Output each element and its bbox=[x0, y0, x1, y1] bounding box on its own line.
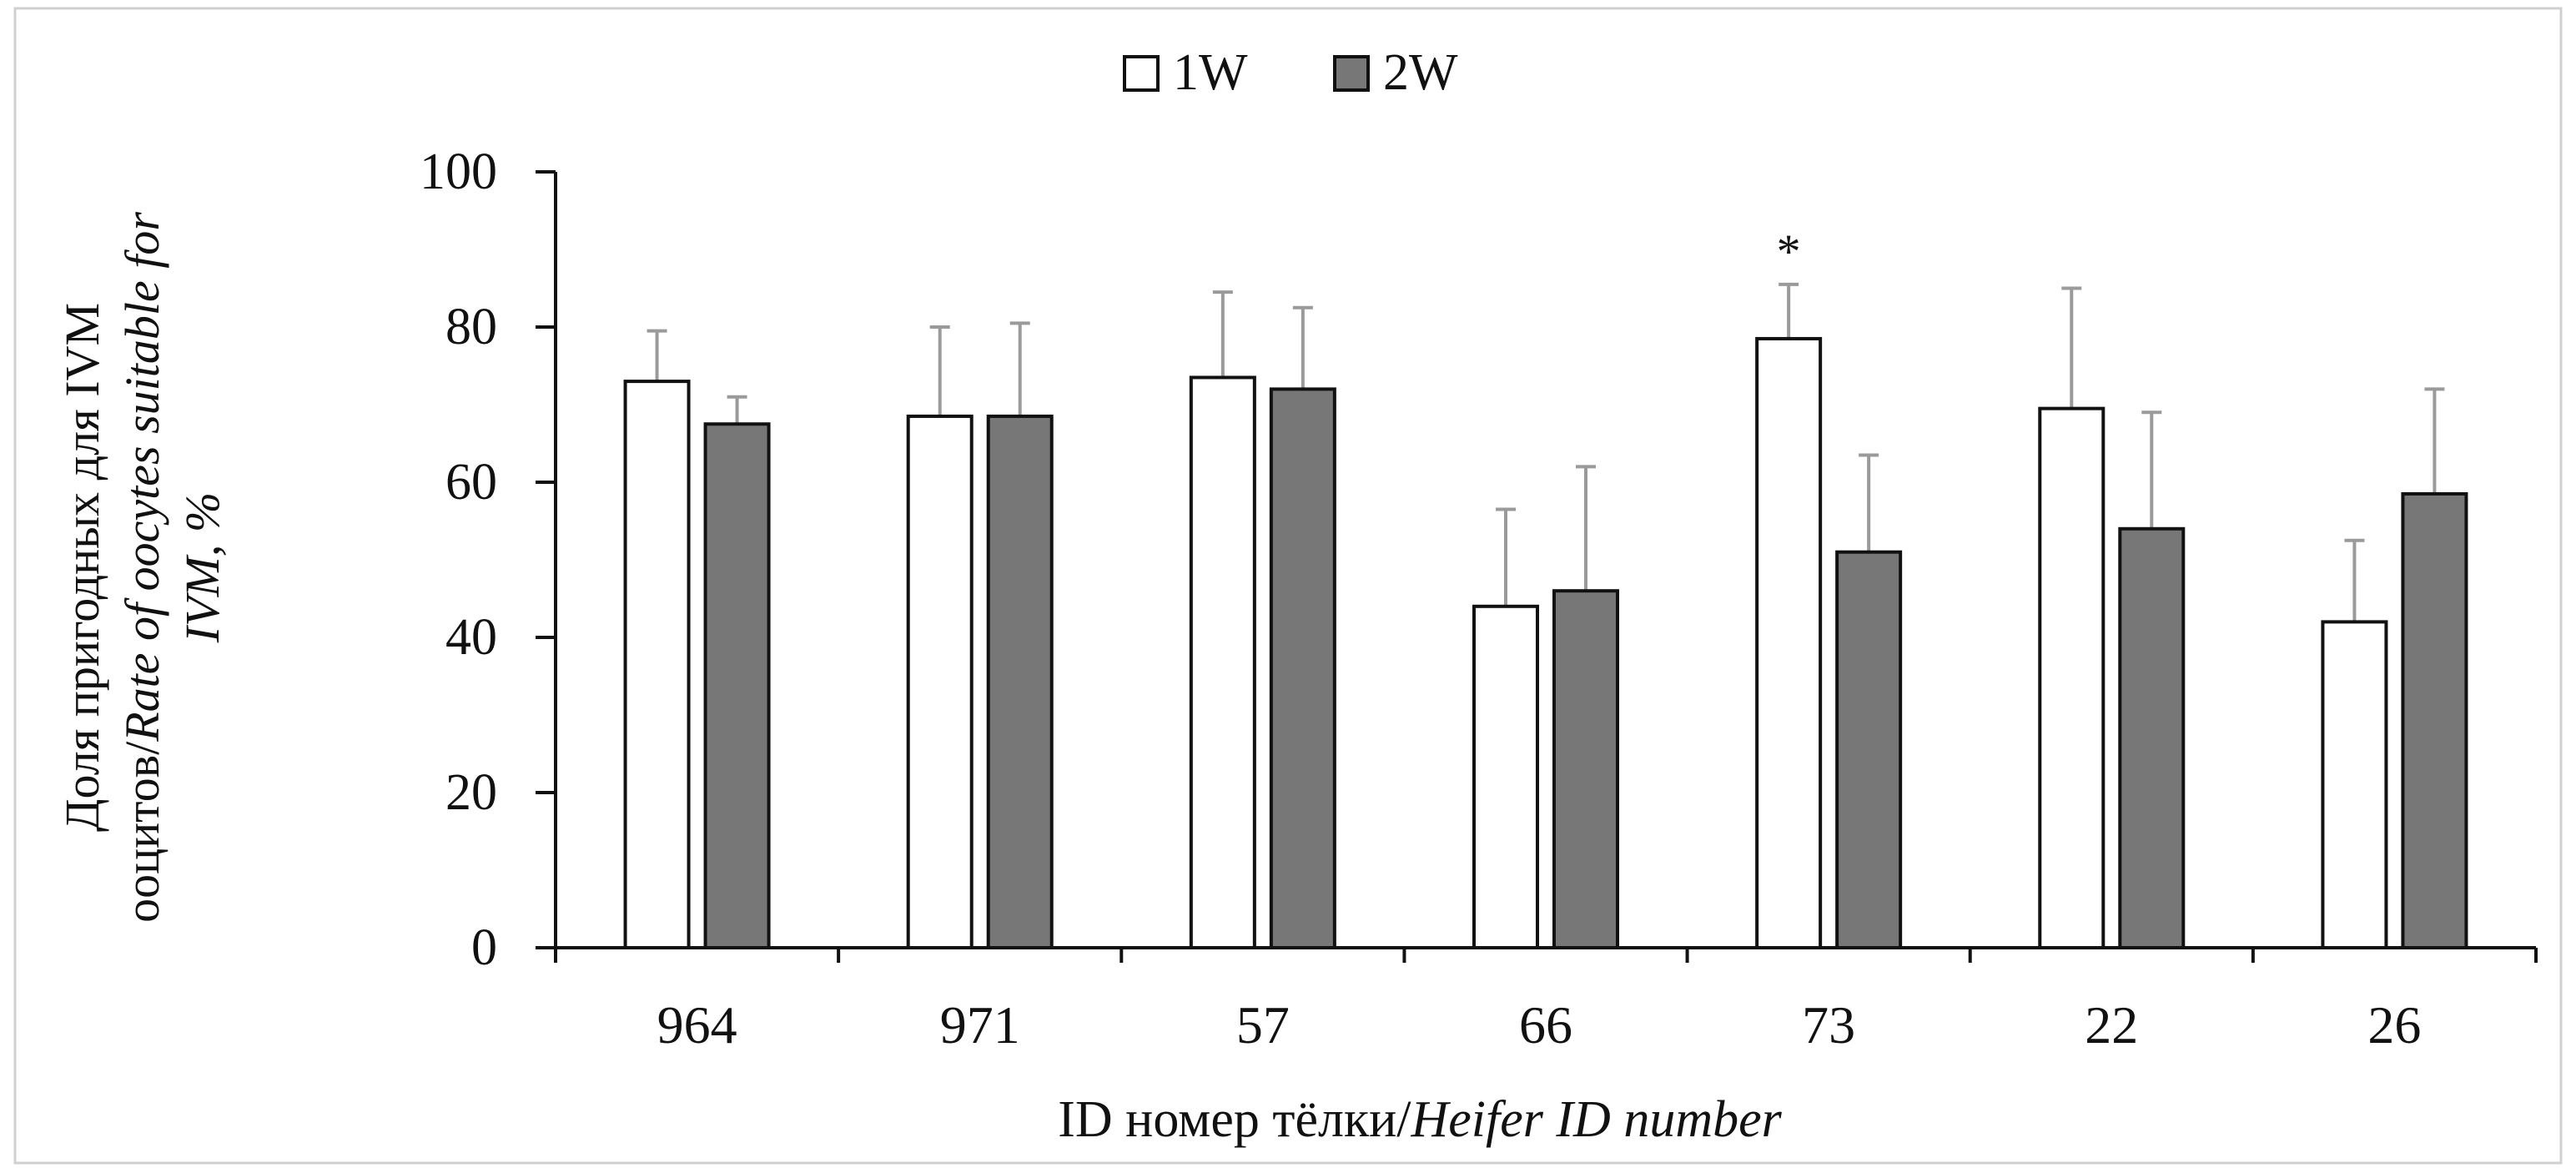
bar bbox=[906, 414, 974, 949]
annotations: * bbox=[1777, 224, 1801, 279]
x-axis-title: ID номер тёлки/Heifer ID number bbox=[1058, 1091, 1782, 1148]
bar bbox=[1472, 604, 1539, 949]
bar bbox=[986, 414, 1054, 949]
bar bbox=[623, 380, 691, 950]
bar bbox=[2118, 526, 2186, 949]
bar bbox=[1189, 375, 1256, 949]
bar bbox=[2401, 491, 2468, 949]
x-tick-labels: 964 971 57 66 73 22 26 bbox=[657, 995, 2422, 1055]
bar bbox=[1269, 387, 1336, 949]
bar bbox=[1755, 336, 1823, 949]
x-tick-label: 964 bbox=[657, 995, 737, 1055]
y-axis-title: Доля пригодных для IVM ооцитов/Rate of o… bbox=[55, 212, 229, 923]
y-axis-title-line1: Доля пригодных для IVM bbox=[55, 303, 109, 832]
x-tick-label: 73 bbox=[1802, 995, 1855, 1055]
y-tick-label: 0 bbox=[471, 919, 497, 976]
legend: 1W 2W bbox=[1123, 44, 1458, 101]
x-tick-label: 66 bbox=[1519, 995, 1572, 1055]
y-axis-title-line2-plain: ооцитов/ bbox=[115, 741, 169, 923]
bar bbox=[1835, 550, 1903, 949]
x-tick-label: 57 bbox=[1236, 995, 1290, 1055]
x-axis-title-italic: Heifer ID number bbox=[1411, 1091, 1783, 1148]
bar bbox=[2038, 406, 2106, 949]
bars bbox=[623, 282, 2468, 950]
x-tick-label: 971 bbox=[940, 995, 1020, 1055]
y-tick-label: 40 bbox=[445, 609, 497, 666]
y-tick-label: 20 bbox=[445, 764, 497, 821]
legend-label-2w: 2W bbox=[1383, 44, 1458, 101]
x-tick-label: 26 bbox=[2367, 995, 2421, 1055]
bar bbox=[2321, 620, 2388, 950]
y-tick-label: 60 bbox=[445, 454, 497, 511]
significance-marker: * bbox=[1777, 224, 1801, 279]
bar bbox=[703, 422, 771, 949]
x-tick-label: 22 bbox=[2085, 995, 2138, 1055]
y-tick-label: 80 bbox=[445, 299, 497, 355]
y-axis-title-line2-italic: Rate of oocytes suitable for bbox=[115, 212, 169, 743]
legend-swatch-2w bbox=[1333, 55, 1370, 92]
y-axis-title-line2: ооцитов/Rate of oocytes suitable for bbox=[115, 212, 169, 923]
y-tick-label: 100 bbox=[420, 143, 497, 200]
x-axis-title-plain: ID номер тёлки/ bbox=[1058, 1091, 1411, 1148]
legend-swatch-1w bbox=[1123, 55, 1160, 92]
bar bbox=[1552, 589, 1619, 949]
legend-label-1w: 1W bbox=[1173, 44, 1248, 101]
y-ticks: 0 20 40 60 80 100 bbox=[420, 143, 556, 976]
x-ticks bbox=[554, 948, 2538, 963]
y-axis-title-line3: IVM, % bbox=[175, 492, 229, 643]
axes bbox=[554, 172, 2536, 949]
